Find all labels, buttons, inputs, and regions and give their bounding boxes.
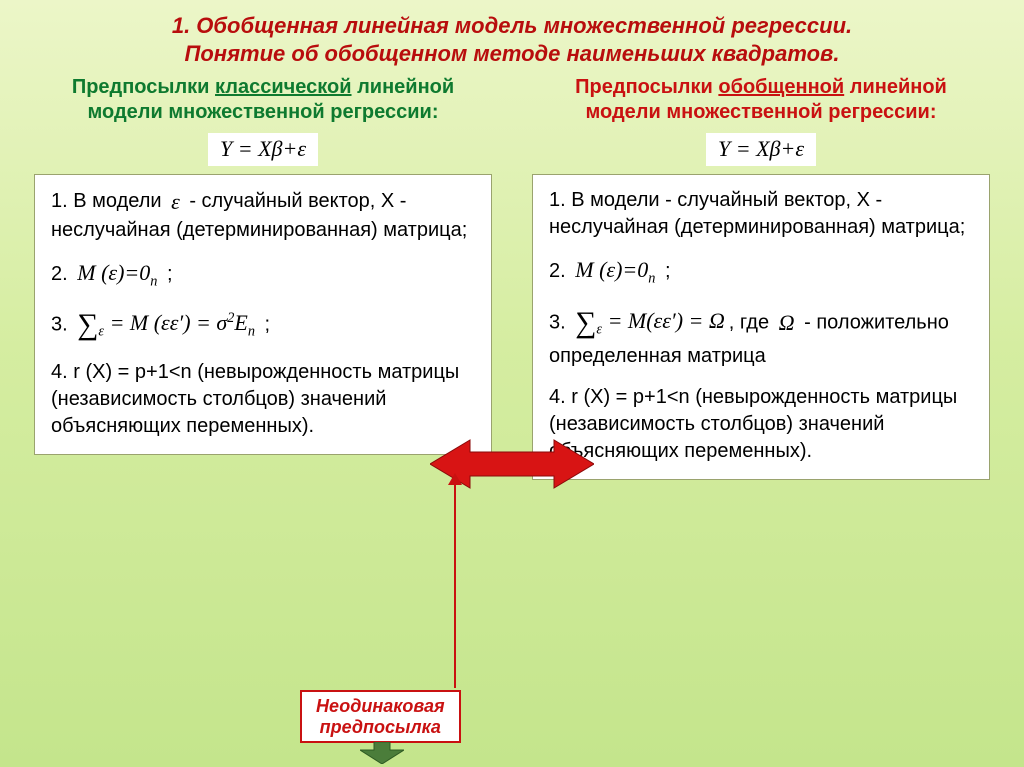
right-column: Предпосылки обобщенной линейной модели м… xyxy=(532,75,990,480)
m-eps-zero: M (ε)=0n xyxy=(73,258,161,292)
right-item-4: 4. r (X) = p+1<n (невырожденность матриц… xyxy=(549,384,973,465)
right-heading: Предпосылки обобщенной линейной модели м… xyxy=(532,75,990,131)
right-item-1: 1. В модели - случайный вектор, X - несл… xyxy=(549,187,973,241)
equation-main-left: Y = Xβ+ε xyxy=(208,133,318,166)
epsilon-icon: ε xyxy=(167,187,184,217)
equation-main-right: Y = Xβ+ε xyxy=(706,133,816,166)
right-panel: 1. В модели - случайный вектор, X - несл… xyxy=(532,174,990,480)
callout-line1: Неодинаковая xyxy=(316,696,445,716)
callout-arrowhead-icon xyxy=(448,473,462,485)
right-heading-ul: обобщенной xyxy=(718,76,844,98)
callout-line2: предпосылка xyxy=(320,717,441,737)
left-heading-pre: Предпосылки xyxy=(72,76,215,98)
sigma-expr-left: ∑ε = M (εε′) = σ2En xyxy=(73,305,259,345)
left-equation-bar: Y = Xβ+ε xyxy=(34,133,492,166)
columns: Предпосылки классической линейной модели… xyxy=(0,71,1024,480)
left-column: Предпосылки классической линейной модели… xyxy=(34,75,492,480)
right-equation-bar: Y = Xβ+ε xyxy=(532,133,990,166)
callout-box: Неодинаковая предпосылка xyxy=(300,690,461,743)
right-heading-pre: Предпосылки xyxy=(575,76,718,98)
left-item-4: 4. r (X) = p+1<n (невырожденность матриц… xyxy=(51,359,475,440)
left-heading: Предпосылки классической линейной модели… xyxy=(34,75,492,131)
left-item-2: 2. M (ε)=0n ; xyxy=(51,258,475,292)
right-item-3: 3. ∑ε = M(εε′) = Ω, где Ω - положительно… xyxy=(549,303,973,370)
left-item-3: 3. ∑ε = M (εε′) = σ2En ; xyxy=(51,305,475,345)
m-eps-zero-right: M (ε)=0n xyxy=(571,255,659,289)
title-line1: 1. Обобщенная линейная модель множествен… xyxy=(172,13,852,38)
left-item-1: 1. В модели ε - случайный вектор, X - не… xyxy=(51,187,475,244)
omega-icon: Ω xyxy=(775,308,799,338)
slide-title: 1. Обобщенная линейная модель множествен… xyxy=(0,0,1024,71)
left-heading-ul: классической xyxy=(215,76,351,98)
right-item-2: 2. M (ε)=0n ; xyxy=(549,255,973,289)
title-line2: Понятие об обобщенном методе наименьших … xyxy=(185,41,840,66)
callout-connector xyxy=(454,475,456,688)
left-panel: 1. В модели ε - случайный вектор, X - не… xyxy=(34,174,492,455)
down-arrow-icon xyxy=(360,742,404,764)
sigma-expr-right: ∑ε = M(εε′) = Ω xyxy=(571,303,729,343)
